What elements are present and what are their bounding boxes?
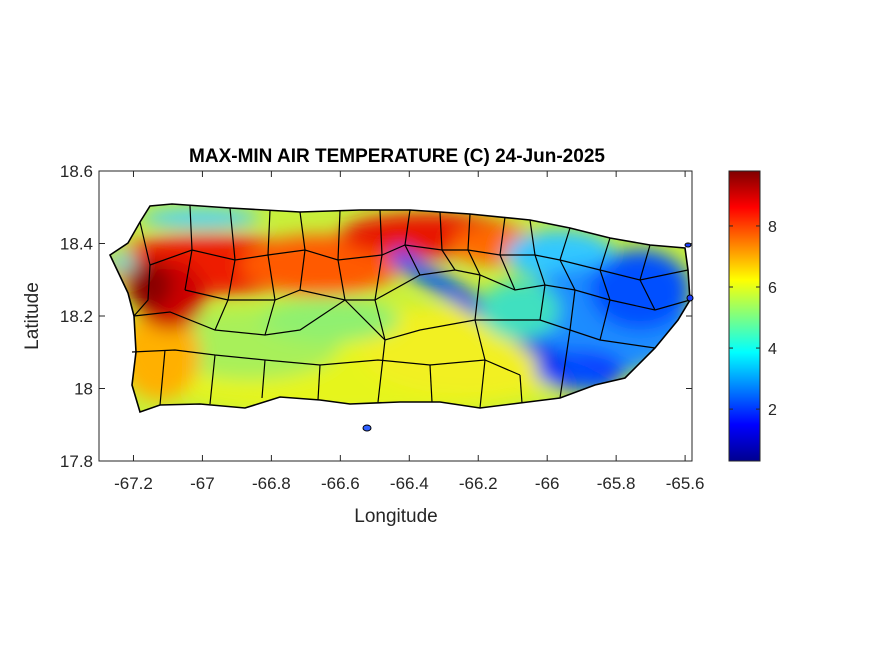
island-east-cay	[686, 294, 694, 302]
x-axis: -67.2 -67 -66.8 -66.6 -66.4 -66.2 -66 -65.8 -65.…	[114, 171, 704, 493]
y-tick-label: 17.8	[60, 452, 93, 471]
x-tick-label: -65.8	[597, 474, 636, 493]
x-tick-label: -65.6	[666, 474, 705, 493]
y-axis-title: Latitude	[22, 282, 43, 350]
chart-title: MAX-MIN AIR TEMPERATURE (C) 24-Jun-2025	[189, 146, 605, 167]
colorbar	[728, 170, 761, 462]
y-axis: 17.8 18 18.2 18.4 18.6	[60, 162, 692, 471]
colorbar-tick-label: 2	[768, 402, 777, 419]
coastline	[108, 203, 691, 414]
x-tick-label: -66	[535, 474, 560, 493]
x-tick-label: -67	[190, 474, 215, 493]
island-caja-de-muertos	[362, 424, 372, 432]
colorbar-ticks: 2 4 6 8	[729, 219, 777, 419]
x-tick-label: -67.2	[114, 474, 153, 493]
x-tick-label: -66.2	[459, 474, 498, 493]
y-tick-label: 18.2	[60, 307, 93, 326]
heatmap-field	[110, 204, 690, 412]
x-tick-label: -66.6	[321, 474, 360, 493]
y-tick-label: 18	[74, 380, 93, 399]
colorbar-tick-label: 8	[768, 219, 777, 236]
x-tick-label: -66.8	[252, 474, 291, 493]
colorbar-tick-label: 4	[768, 341, 777, 358]
y-tick-label: 18.4	[60, 235, 93, 254]
y-tick-label: 18.6	[60, 162, 93, 181]
colorbar-tick-label: 6	[768, 280, 777, 297]
municipality-boundaries	[131, 205, 691, 409]
x-axis-title: Longitude	[354, 506, 437, 527]
x-tick-label: -66.4	[390, 474, 429, 493]
